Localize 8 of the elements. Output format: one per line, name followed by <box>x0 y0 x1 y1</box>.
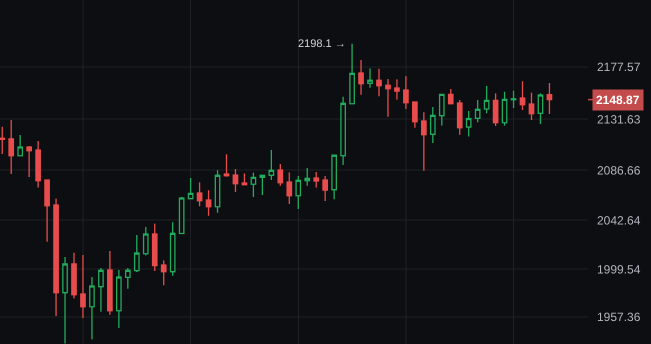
y-tick-label: 1957.36 <box>597 310 641 324</box>
y-tick-label: 2177.57 <box>597 60 641 74</box>
ref-line-label: 2148.87 <box>596 93 640 107</box>
annotation: 2198.1 → <box>298 38 346 50</box>
y-tick-label: 2131.63 <box>597 112 641 126</box>
y-tick-label: 2042.64 <box>597 213 641 228</box>
y-tick-label: 2086.66 <box>597 163 641 178</box>
y-tick-label: 1999.54 <box>597 262 641 276</box>
